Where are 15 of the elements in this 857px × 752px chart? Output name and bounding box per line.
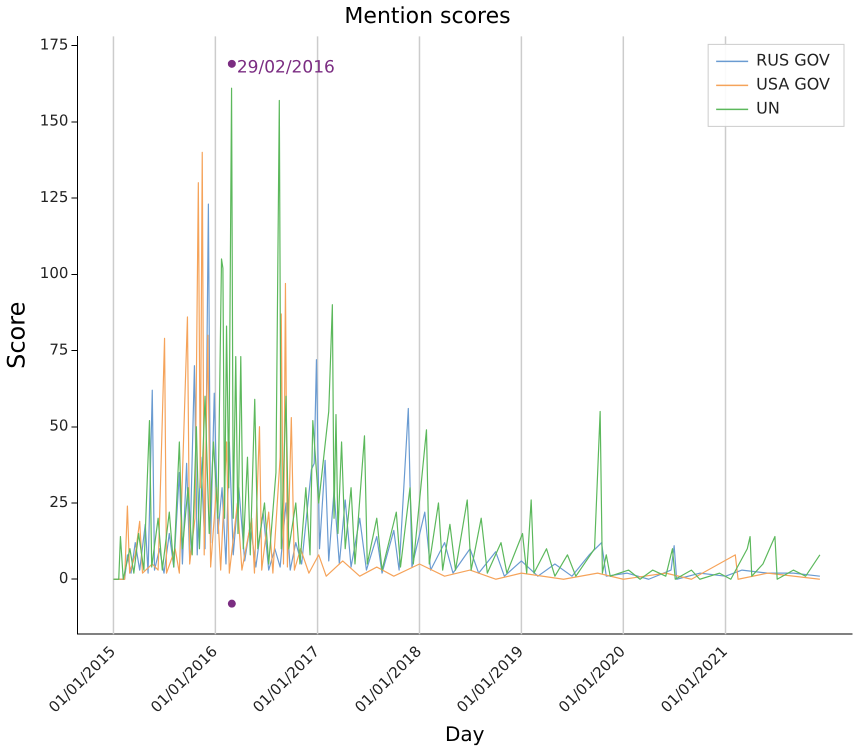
chart-title: Mention scores: [344, 4, 511, 29]
y-axis-title: Score: [2, 302, 31, 369]
x-axis-title: Day: [444, 722, 485, 746]
y-tick-label: 0: [58, 569, 68, 588]
y-tick-label: 25: [49, 492, 68, 511]
y-tick-label: 150: [40, 112, 68, 130]
legend-label: RUS GOV: [756, 50, 830, 70]
y-tick-label: 125: [40, 188, 68, 206]
y-tick-label: 100: [40, 264, 68, 282]
y-tick-label: 50: [49, 416, 68, 435]
legend-label: USA GOV: [756, 74, 830, 94]
annotation: 29/02/2016: [236, 57, 335, 78]
y-tick-label: 175: [40, 35, 68, 54]
legend-label: UN: [756, 98, 780, 118]
y-tick-label: 75: [49, 340, 68, 358]
